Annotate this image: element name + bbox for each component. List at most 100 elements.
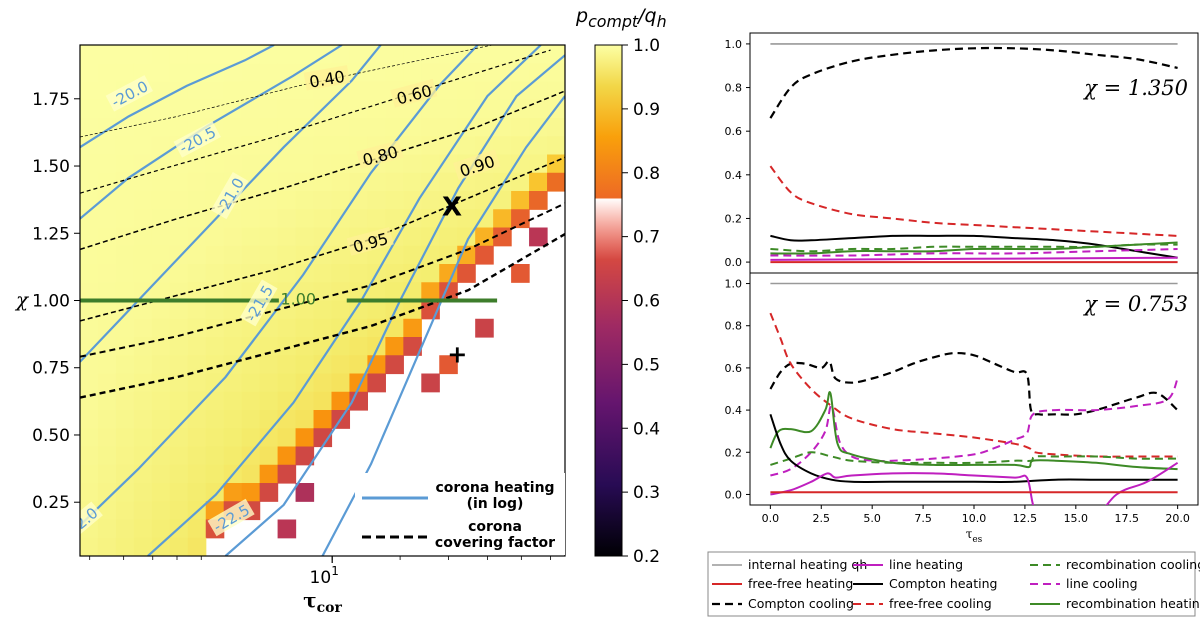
heatmap-cell [277,81,297,101]
heatmap-cell [457,209,476,229]
heatmap-cell [493,118,512,137]
heatmap-cell [80,227,99,247]
heatmap-cell [277,154,297,174]
heatmap-cell [205,99,225,119]
heatmap-cell [205,410,225,429]
legend-label: line cooling [1066,576,1138,591]
heatmap-cell [187,446,207,466]
heatmap-cell [421,118,440,137]
heatmap-cell [313,209,333,229]
heatmap-cell [313,154,333,174]
heatmap-cell [277,245,297,265]
heatmap-cell [439,245,458,265]
heatmap-cell [115,154,135,174]
heatmap-cell [169,391,189,411]
heatmap-cell [277,264,297,283]
heatmap-cell [151,264,171,283]
heatmap-cell [205,154,225,174]
heatmap-cell [277,172,297,192]
heatmap-cell [151,227,171,247]
heatmap-cell [151,464,171,484]
heatmap-cell [295,483,315,502]
heatmap-cell [277,300,297,320]
heatmap-cell [115,410,135,429]
series-recombination-cooling [770,243,1178,253]
heatmap-cell [277,355,297,375]
heatmap-cell [277,191,297,210]
heatmap-cell [349,99,368,119]
heatmap-cell [97,264,117,283]
heatmap-cell [367,245,386,265]
heatmap-cell [151,501,171,521]
colorbar-tick-label: 0.2 [633,547,660,567]
heatmap-cell [313,410,333,429]
heatmap-cell [295,355,315,375]
colorbar-ticks: 1.0 0.9 0.8 0.7 0.6 0.5 0.4 0.3 0.2 [622,36,660,567]
heatmap-cell [169,118,189,137]
x-tick-label: 10.0 [962,512,987,525]
heatmap-cell [241,464,261,484]
heatmap-cell [151,519,171,539]
heatmap-cell [439,136,458,156]
heatmap-cell [151,81,171,101]
heatmap-cell [493,227,512,247]
heatmap-cell [421,191,440,210]
heatmap-cell [547,63,565,83]
heatmap-cell [547,172,565,192]
contour-label-black: 1.00 [280,290,316,309]
heatmap-cell [115,446,135,466]
heatmap-cell [133,63,153,83]
heatmap-cell [547,81,565,101]
heatmap-cell [259,172,279,192]
heatmap-cell [385,191,404,210]
heatmap-cell [313,136,333,156]
heatmap-cell [80,282,99,302]
heatmap-cell [385,282,404,302]
heatmap-cell [259,63,279,83]
heatmap-cell [169,191,189,210]
heatmap-cell [169,501,189,521]
heatmap-cell [475,63,494,83]
heatmap-cell [115,282,135,302]
heatmap-cell [187,63,207,83]
series-recombination-heating [770,241,1178,255]
heatmap-cell [421,264,440,283]
heatmap-cell [115,537,135,556]
heatmap-cell [421,63,440,83]
heatmap-cell [421,136,440,156]
heatmap-cell [205,45,225,64]
heatmap-cell [133,136,153,156]
heatmap-cell [169,227,189,247]
heatmap-cell [457,45,476,64]
heatmap-cell [385,209,404,229]
heatmap-cell [115,264,135,283]
heatmap-cell [115,428,135,448]
heatmap-cell [259,318,279,338]
heatmap-cell [133,264,153,283]
heatmap-cell [205,446,225,466]
legend-label: line heating [889,557,963,572]
heatmap-cell [259,191,279,210]
heatmap-cell [133,537,153,556]
series-line-cooling [770,248,1178,257]
y-tick-label: 0.8 [725,82,743,95]
heatmap-cell [223,318,243,338]
heatmap-cell [241,191,261,210]
heatmap-cell [80,172,99,192]
heatmap-cell [223,227,243,247]
heatmap-cell [133,172,153,192]
heatmap-cell [80,483,99,502]
series-free-free-cooling [769,312,1178,458]
heatmap-cell [133,227,153,247]
heatmap-cell [367,209,386,229]
heatmap-cell [151,99,171,119]
series-compton-heating [770,234,1178,259]
heatmap-cell [133,428,153,448]
heatmap-cell [205,81,225,101]
heatmap-cell [421,373,440,393]
heatmap-cell [223,337,243,356]
heatmap-cell [133,337,153,356]
heatmap-cell [295,300,315,320]
